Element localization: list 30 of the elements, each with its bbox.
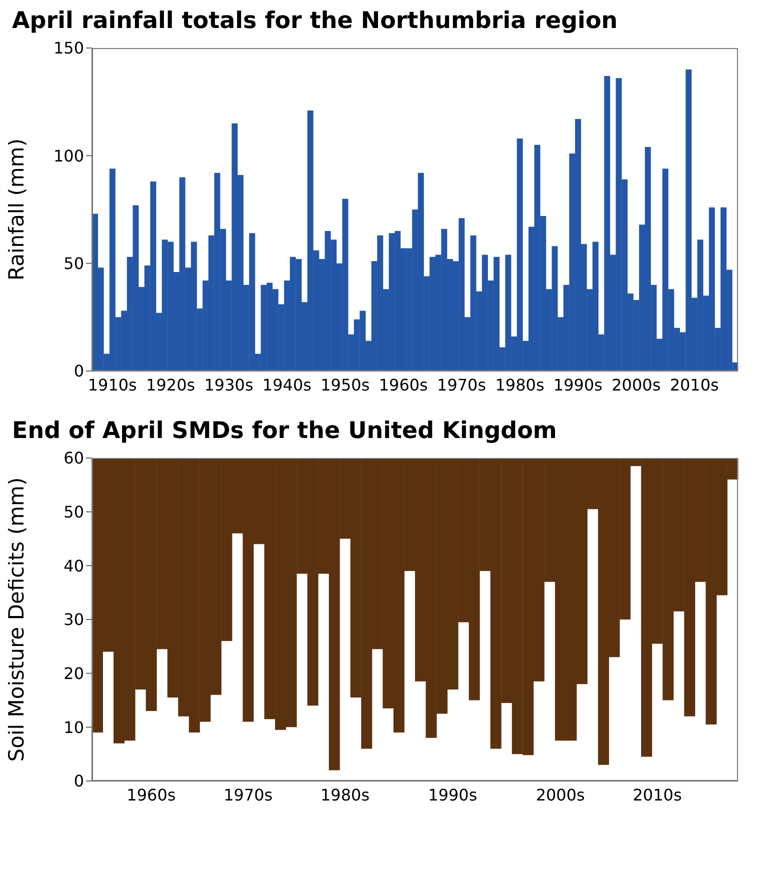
- y-tick-label: 100: [53, 146, 84, 166]
- x-tick-label: 1960s: [378, 375, 428, 394]
- x-tick-label: 1980s: [320, 785, 370, 804]
- x-tick-label: 1930s: [204, 375, 254, 394]
- y-tick-label: 40: [64, 556, 84, 576]
- y-tick-label: 10: [64, 718, 84, 737]
- x-tick-label: 1990s: [428, 785, 478, 804]
- x-tick-label: 2000s: [536, 785, 585, 804]
- x-tick-label: 1980s: [495, 375, 544, 394]
- y-tick-label: 0: [74, 362, 84, 381]
- x-tick-label: 2000s: [612, 375, 661, 394]
- x-tick-label: 1960s: [126, 785, 176, 804]
- y-tick-label: 50: [64, 502, 84, 522]
- chart-title: End of April SMDs for the United Kingdom: [11, 418, 558, 446]
- x-tick-label: 1950s: [320, 375, 370, 394]
- y-tick-label: 150: [53, 38, 84, 58]
- y-tick-label: 20: [64, 664, 84, 684]
- y-tick-label: 50: [64, 254, 84, 274]
- x-tick-label: 2010s: [670, 375, 719, 394]
- x-tick-label: 1940s: [262, 375, 312, 394]
- y-tick-label: 30: [64, 610, 84, 630]
- x-tick-label: 1970s: [437, 375, 486, 394]
- x-tick-label: 1990s: [553, 375, 602, 394]
- y-tick-label: 60: [64, 448, 84, 468]
- x-tick-label: 1970s: [224, 785, 273, 804]
- y-tick-label: 0: [74, 772, 84, 791]
- x-tick-label: 1910s: [88, 375, 137, 394]
- x-tick-label: 2010s: [632, 785, 682, 804]
- chart-title: April rainfall totals for the Northumbria region: [11, 8, 619, 36]
- x-tick-label: 1920s: [146, 375, 196, 394]
